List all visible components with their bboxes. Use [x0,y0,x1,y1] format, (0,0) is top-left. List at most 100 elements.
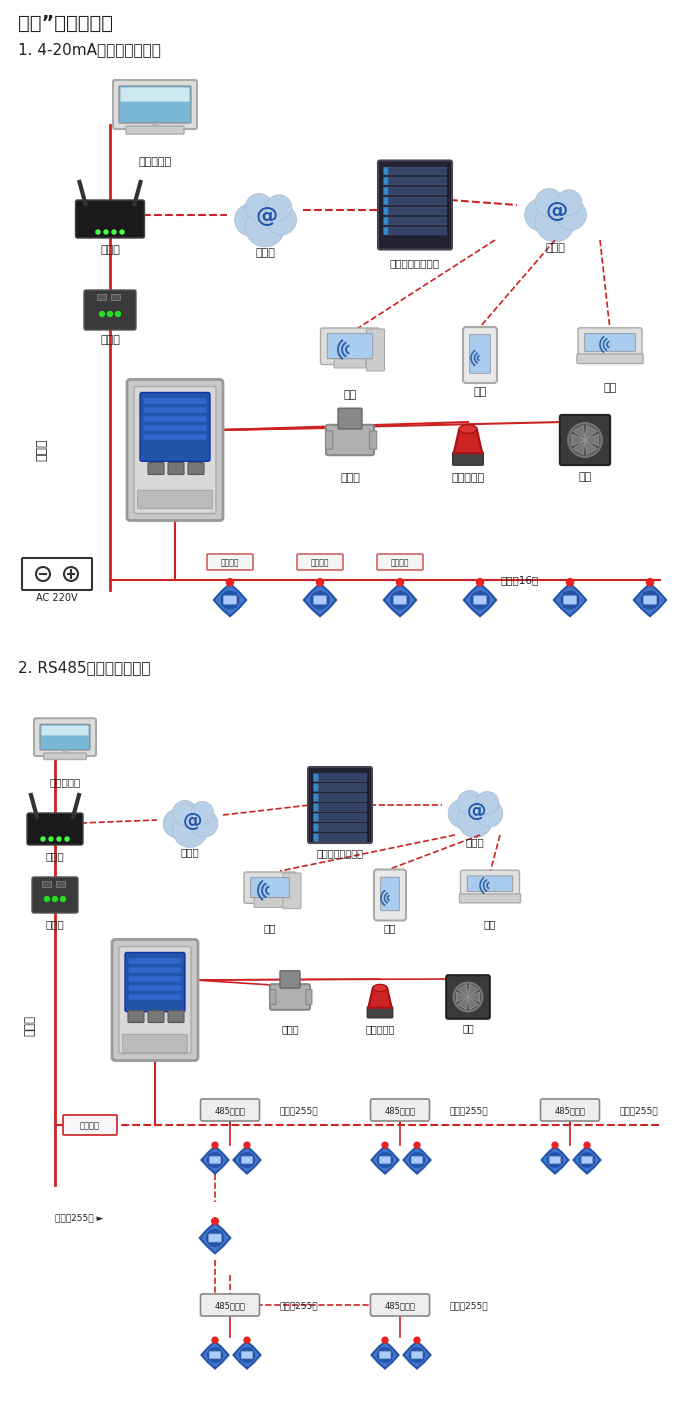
Text: 可连接255台: 可连接255台 [620,1106,659,1116]
Ellipse shape [373,985,387,992]
Circle shape [525,198,557,231]
Text: 互联网: 互联网 [255,248,275,257]
FancyBboxPatch shape [314,784,318,791]
Text: 信号输出: 信号输出 [391,559,409,567]
Circle shape [65,837,69,841]
Circle shape [457,802,493,837]
FancyBboxPatch shape [326,431,332,449]
Circle shape [96,229,100,234]
FancyBboxPatch shape [384,177,388,184]
Circle shape [316,578,323,585]
FancyBboxPatch shape [306,989,312,1005]
FancyBboxPatch shape [470,335,490,373]
Text: 路由器: 路由器 [46,851,64,861]
Text: 电脑: 电脑 [264,923,276,933]
FancyBboxPatch shape [314,595,327,604]
FancyBboxPatch shape [560,415,610,466]
FancyBboxPatch shape [384,177,447,184]
Text: 485中继器: 485中继器 [384,1106,415,1116]
Polygon shape [202,1147,228,1173]
FancyBboxPatch shape [129,976,181,982]
FancyBboxPatch shape [207,554,253,570]
FancyBboxPatch shape [326,425,374,456]
Circle shape [245,194,273,221]
FancyBboxPatch shape [314,803,318,812]
Text: 信号输出: 信号输出 [80,1121,100,1130]
Polygon shape [372,1147,398,1173]
FancyBboxPatch shape [119,86,191,122]
FancyBboxPatch shape [97,294,106,301]
Polygon shape [403,1341,430,1369]
FancyBboxPatch shape [283,872,301,909]
Text: @: @ [182,812,202,830]
Circle shape [60,896,66,902]
Circle shape [477,578,484,585]
FancyBboxPatch shape [22,559,92,590]
Polygon shape [234,1341,260,1369]
Text: 485中继器: 485中继器 [384,1301,415,1310]
Circle shape [239,1348,254,1362]
Polygon shape [571,435,585,446]
FancyBboxPatch shape [297,554,343,570]
Circle shape [476,792,499,815]
Polygon shape [304,584,336,616]
Circle shape [536,203,575,242]
Text: 信号输出: 信号输出 [311,559,329,567]
Text: 安帖尔网络服务器: 安帖尔网络服务器 [390,257,440,267]
Circle shape [556,190,582,215]
Circle shape [45,896,50,902]
Text: 声光报警器: 声光报警器 [365,1024,395,1034]
Polygon shape [458,985,468,998]
FancyBboxPatch shape [270,989,276,1005]
FancyBboxPatch shape [113,80,197,129]
Circle shape [244,1142,250,1148]
FancyBboxPatch shape [321,328,379,364]
FancyBboxPatch shape [370,431,377,449]
FancyBboxPatch shape [127,380,223,521]
Polygon shape [454,429,482,453]
Polygon shape [234,1147,260,1173]
FancyBboxPatch shape [384,167,388,174]
FancyBboxPatch shape [148,463,164,474]
FancyBboxPatch shape [384,227,447,235]
Circle shape [191,802,214,825]
Text: 风机: 风机 [462,1023,474,1033]
FancyBboxPatch shape [122,1034,188,1052]
Text: 485中继器: 485中继器 [554,1106,585,1116]
Circle shape [208,1348,223,1362]
FancyBboxPatch shape [384,207,388,215]
FancyBboxPatch shape [459,893,521,903]
Circle shape [221,591,239,609]
FancyBboxPatch shape [370,1099,430,1121]
Circle shape [163,809,192,839]
Polygon shape [368,988,392,1007]
FancyBboxPatch shape [134,387,216,514]
Circle shape [457,791,482,815]
FancyBboxPatch shape [209,1351,220,1359]
Text: 互联网: 互联网 [181,847,199,857]
Circle shape [57,837,61,841]
FancyBboxPatch shape [384,187,388,194]
FancyBboxPatch shape [144,407,206,412]
FancyBboxPatch shape [209,1157,220,1164]
Circle shape [212,1337,218,1344]
Text: @: @ [468,802,486,820]
FancyBboxPatch shape [241,1157,253,1164]
Text: 终端: 终端 [603,383,617,393]
Circle shape [556,200,587,229]
FancyBboxPatch shape [125,953,185,1012]
Text: 单机版电脑: 单机版电脑 [50,777,80,787]
FancyBboxPatch shape [384,217,447,225]
FancyBboxPatch shape [393,595,407,604]
Text: 手机: 手机 [384,923,396,933]
FancyBboxPatch shape [473,595,486,604]
Circle shape [206,1230,223,1247]
Circle shape [208,1152,223,1168]
FancyBboxPatch shape [314,803,366,812]
FancyBboxPatch shape [144,398,206,404]
Text: 通讯线: 通讯线 [24,1014,36,1036]
Text: @: @ [256,205,278,227]
Text: 风机: 风机 [578,471,592,483]
Text: 互联网: 互联网 [466,837,484,847]
FancyBboxPatch shape [314,774,318,781]
